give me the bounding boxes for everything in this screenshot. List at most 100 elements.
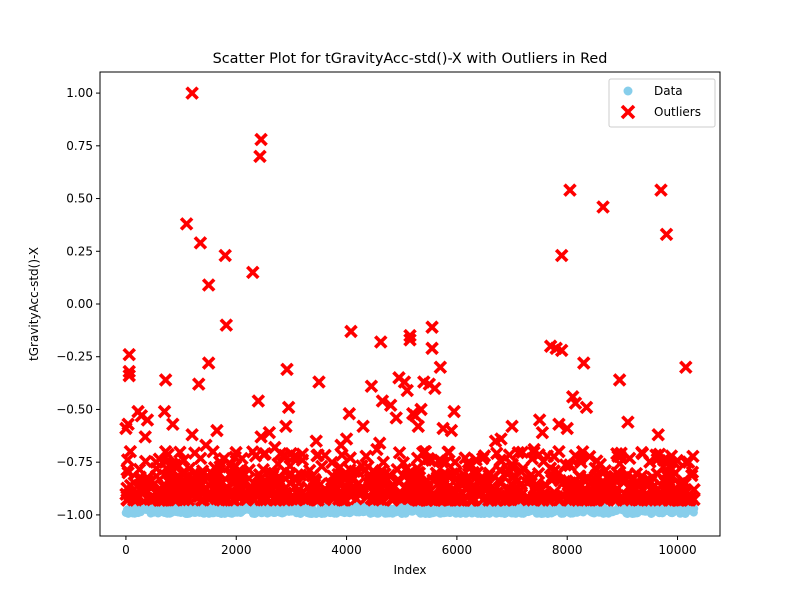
outlier-point: [132, 462, 147, 477]
data-point: [358, 504, 368, 513]
outlier-point: [482, 466, 497, 480]
outlier-point: [262, 479, 276, 493]
outlier-point: [477, 449, 492, 463]
data-point: [204, 506, 213, 515]
outlier-point: [658, 484, 673, 499]
data-point: [491, 508, 500, 517]
data-point: [524, 504, 533, 513]
outlier-point: [629, 466, 644, 481]
outlier-point: [487, 486, 502, 501]
y-tick-label: −0.75: [56, 455, 93, 469]
data-point: [689, 504, 699, 513]
data-point: [590, 506, 599, 515]
outlier-point: [201, 356, 216, 370]
outlier-point: [392, 475, 406, 489]
outlier-point: [643, 476, 657, 491]
y-tick-label: 1.00: [66, 86, 93, 100]
outlier-point: [383, 398, 398, 413]
outlier-point: [535, 425, 550, 440]
outlier-point: [662, 459, 677, 474]
outlier-point: [679, 360, 693, 375]
outlier-point: [154, 483, 168, 497]
outlier-point: [182, 461, 197, 476]
outlier-point: [268, 440, 282, 455]
outlier-point: [179, 480, 193, 495]
outlier-point: [403, 333, 417, 347]
outlier-point: [511, 445, 526, 460]
outlier-point: [122, 368, 137, 383]
outlier-point: [121, 465, 135, 480]
outlier-point: [516, 461, 530, 476]
outlier-point: [385, 493, 400, 507]
outlier-point: [560, 421, 574, 436]
outlier-point: [414, 402, 428, 417]
outlier-point: [344, 324, 358, 339]
outlier-point: [375, 394, 390, 408]
outlier-point: [436, 479, 450, 493]
data-point: [325, 508, 335, 517]
outlier-point: [206, 444, 220, 459]
outlier-point: [287, 490, 301, 505]
outlier-point: [248, 449, 263, 463]
outlier-point: [121, 417, 135, 431]
outlier-point: [552, 444, 566, 459]
outlier-point: [281, 400, 296, 415]
outlier-point: [610, 446, 624, 461]
legend: Data Outliers: [608, 78, 716, 128]
outlier-point: [189, 490, 203, 504]
outlier-point: [543, 461, 558, 475]
legend-data-marker: [623, 86, 633, 96]
outlier-point: [372, 436, 387, 450]
outlier-point: [433, 360, 448, 375]
outlier-point: [583, 493, 598, 507]
data-point: [392, 505, 401, 514]
outlier-point: [563, 183, 577, 197]
data-point: [403, 507, 412, 516]
x-axis-title: Index: [393, 563, 426, 577]
data-point: [513, 507, 522, 516]
data-point: [645, 506, 655, 515]
outlier-point: [614, 446, 628, 461]
outlier-point: [675, 477, 689, 492]
outlier-point: [659, 227, 674, 242]
data-point: [149, 506, 158, 515]
outlier-point: [558, 458, 573, 472]
outlier-point: [687, 482, 701, 497]
chart-title: Scatter Plot for tGravityAcc-std()-X wit…: [213, 51, 608, 67]
outlier-point: [339, 432, 354, 446]
outlier-point: [242, 463, 256, 477]
outlier-point: [685, 465, 700, 479]
data-point: [678, 507, 688, 516]
outlier-point: [532, 413, 547, 427]
outlier-point: [345, 481, 360, 495]
data-point: [623, 507, 633, 516]
data-point: [425, 506, 434, 515]
y-tick-label: 0.25: [66, 244, 93, 258]
data-point: [303, 504, 313, 513]
outlier-point: [527, 490, 541, 504]
data-point: [612, 505, 622, 514]
outlier-point: [552, 417, 566, 431]
outlier-point: [255, 476, 269, 491]
outlier-point: [575, 489, 589, 504]
data-point: [226, 505, 235, 514]
outlier-point: [669, 490, 684, 505]
outlier-point: [210, 423, 224, 438]
outlier-point: [490, 446, 504, 461]
outlier-point: [191, 377, 206, 391]
outlier-point: [193, 451, 208, 466]
outlier-point: [470, 465, 485, 480]
outlier-point: [238, 492, 252, 507]
legend-data-label: Data: [654, 84, 683, 98]
x-tick-label: 8000: [552, 543, 583, 557]
outlier-point: [389, 411, 403, 425]
outlier-point: [225, 474, 239, 489]
outlier-point: [654, 183, 668, 197]
data-point: [546, 508, 555, 517]
outlier-point: [163, 465, 177, 480]
outlier-point: [173, 445, 187, 460]
outlier-point: [295, 486, 309, 501]
outlier-point: [373, 467, 387, 482]
outlier-point: [638, 492, 653, 506]
outlier-point: [279, 419, 293, 434]
